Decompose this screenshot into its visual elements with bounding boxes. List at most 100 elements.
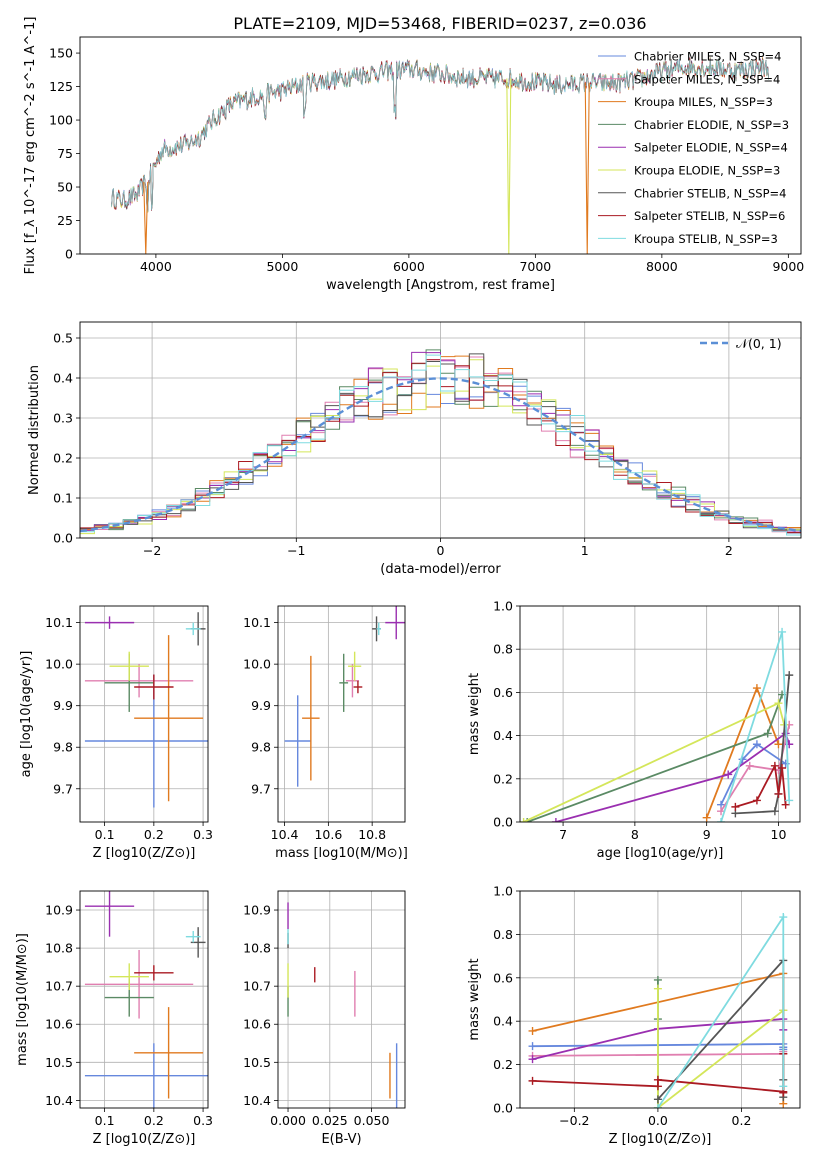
y-tick-label: 1.0 [493, 884, 513, 899]
y-tick-label: 10.9 [45, 903, 73, 918]
y-tick-label: 0.4 [493, 728, 513, 743]
x-tick-label: 4000 [140, 259, 172, 274]
x-tick-label: 10 [771, 827, 787, 842]
plot-area [520, 627, 794, 822]
legend-entry: Kroupa ELODIE, N_SSP=3 [634, 164, 780, 178]
legend-entry: Kroupa STELIB, N_SSP=3 [634, 232, 778, 246]
x-tick-label: 0.1 [95, 827, 115, 842]
marker-plus [779, 913, 788, 922]
y-tick-label: 10.9 [243, 903, 271, 918]
y-axis-label: mass [log10(M/M⊙)] [15, 933, 30, 1066]
marker-plus [745, 761, 754, 770]
x-tick-label: 6000 [393, 259, 425, 274]
plot-area [84, 891, 208, 1108]
x-axis-label: Z [log10(Z/Z⊙)] [609, 1132, 712, 1147]
y-tick-label: 0.0 [53, 531, 73, 546]
x-tick-label: 7000 [519, 259, 551, 274]
legend-nssp: N_SSP=3 [727, 164, 780, 178]
x-axis-label: wavelength [Angstrom, rest frame] [326, 278, 555, 293]
y-tick-label: 0.2 [493, 1057, 513, 1072]
y-axis-label: mass weight [467, 673, 482, 755]
y-tick-label: 0.8 [493, 642, 513, 657]
y-tick-label: 0.3 [53, 411, 73, 426]
y-tick-label: 0.5 [53, 331, 73, 346]
chart-mass_vs_ebv: 0.000 0.025 0.050 10.4 10.5 10.6 10.7 10.8 10.9 E… [243, 890, 406, 1147]
x-tick-label: −0.2 [559, 1113, 589, 1128]
marker-plus [653, 1075, 662, 1084]
y-tick-label: 0.8 [493, 927, 513, 942]
legend-entry: Salpeter MILES, N_SSP=4 [634, 72, 780, 86]
y-tick-label: 25 [57, 213, 73, 228]
marker-plus [778, 627, 787, 636]
legend-nssp: N_SSP=3 [725, 232, 778, 246]
y-tick-label: 0.4 [53, 371, 73, 386]
y-tick-label: 9.7 [53, 781, 73, 796]
x-tick-label: 9000 [772, 259, 804, 274]
x-tick-label: 10.4 [271, 827, 299, 842]
y-tick-label: 75 [57, 146, 73, 161]
series-line [111, 58, 769, 212]
marker-plus [520, 818, 528, 822]
legend-entry: Kroupa MILES, N_SSP=3 [634, 95, 773, 109]
y-tick-label: 10.7 [45, 979, 73, 994]
marker-plus [653, 1095, 662, 1104]
y-tick-label: 10.8 [243, 941, 271, 956]
legend-entry: Chabrier MILES, N_SSP=4 [634, 50, 782, 64]
legend-nssp: N_SSP=3 [720, 95, 773, 109]
marker-plus [752, 740, 761, 749]
axes-frame [79, 36, 802, 255]
marker-plus [528, 1076, 537, 1085]
x-tick-label: 0.2 [732, 1113, 752, 1128]
x-tick-label: 7 [559, 827, 567, 842]
x-axis-label: mass [log10(M/M⊙)] [275, 846, 408, 861]
legend-nssp: N_SSP=4 [735, 141, 788, 155]
y-axis-label: mass weight [467, 958, 482, 1040]
legend-nssp: N_SSP=6 [732, 209, 785, 223]
y-tick-label: 0 [65, 247, 73, 262]
marker-plus [702, 813, 711, 822]
axes-frame [79, 890, 209, 1109]
y-tick-label: 10.4 [45, 1093, 73, 1108]
y-tick-label: 10.4 [243, 1093, 271, 1108]
plot-area [528, 913, 788, 1108]
y-tick-label: 100 [49, 113, 73, 128]
y-tick-label: 9.7 [251, 781, 271, 796]
x-tick-label: 0.3 [193, 1113, 213, 1128]
chart-spectrum: 4000 5000 6000 7000 8000 9000 0 25 50 75 100 125 150… [23, 17, 804, 293]
x-tick-label: 10.6 [314, 827, 342, 842]
marker-plus [551, 818, 560, 822]
legend: Chabrier MILES, N_SSP=4 Salpeter MILES, N… [598, 50, 789, 246]
marker-plus [778, 764, 787, 772]
axes-frame [277, 605, 406, 823]
x-axis-label: E(B-V) [321, 1132, 361, 1147]
legend-nssp: N_SSP=3 [736, 118, 789, 132]
y-tick-label: 9.8 [251, 740, 271, 755]
legend-nssp: N_SSP=4 [729, 50, 782, 64]
marker-plus [724, 770, 733, 779]
marker-plus [653, 984, 662, 993]
y-tick-label: 10.1 [243, 615, 271, 630]
chart-age_vs_mass: 10.4 10.6 10.8 9.7 9.8 9.9 10.0 10.1 mass [log10… [243, 605, 408, 861]
chart-age_vs_Z: 0.1 0.2 0.3 9.7 9.8 9.9 10.0 10.1 Z [log10(Z/Z⊙)… [19, 605, 213, 861]
y-axis-label: Normed distribution [27, 365, 42, 495]
x-tick-label: 8000 [646, 259, 678, 274]
legend-entry: Salpeter ELODIE, N_SSP=4 [634, 141, 788, 155]
y-tick-label: 50 [57, 180, 73, 195]
plot-area [80, 349, 801, 536]
marker-plus [528, 1026, 537, 1035]
axes-frame [519, 890, 801, 1109]
weight-line [735, 762, 787, 808]
x-tick-label: 0.000 [270, 1113, 306, 1128]
x-tick-label: 0.1 [95, 1113, 115, 1128]
marker-plus [774, 740, 783, 749]
legend-nssp: N_SSP=4 [734, 186, 787, 200]
marker-plus [523, 818, 532, 822]
y-tick-label: 9.9 [251, 698, 271, 713]
chart-residuals: −2 −1 0 1 2 0.0 0.1 0.2 0.3 0.4 0.5 (data-model)/er… [27, 321, 802, 577]
y-tick-label: 10.5 [45, 1055, 73, 1070]
x-tick-label: 0.050 [354, 1113, 390, 1128]
marker-plus [770, 761, 779, 770]
x-tick-label: −1 [287, 543, 305, 558]
marker-plus [717, 818, 726, 822]
